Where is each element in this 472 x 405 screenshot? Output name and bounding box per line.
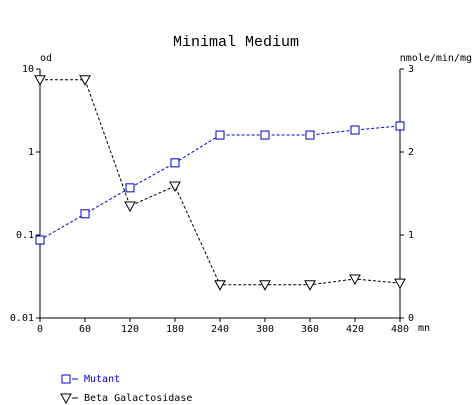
- legend-label: Beta Galactosidase: [84, 393, 192, 404]
- data-point: [394, 278, 406, 290]
- legend-label: Mutant: [84, 374, 120, 385]
- x-tick-label: 180: [166, 324, 184, 335]
- series-line: [40, 79, 401, 286]
- data-point: [395, 121, 405, 131]
- legend-marker: [60, 393, 72, 405]
- y2-tick-label: 2: [408, 147, 414, 158]
- x-tick-label: 360: [301, 324, 319, 335]
- y2-axis-label: nmole/min/mg: [400, 53, 472, 64]
- data-point: [259, 280, 271, 291]
- y-tick-label: 10: [22, 64, 34, 75]
- data-point: [80, 209, 90, 219]
- data-point: [170, 158, 180, 168]
- y-tick-label: 1: [28, 147, 34, 158]
- data-point: [125, 183, 135, 193]
- data-point: [305, 130, 315, 140]
- y2-tick-label: 1: [408, 230, 414, 241]
- data-point: [124, 201, 136, 212]
- data-point: [304, 280, 316, 291]
- data-point: [169, 181, 181, 193]
- chart-title: Minimal Medium: [173, 34, 299, 51]
- legend-marker: [61, 374, 71, 384]
- x-axis-label: mn: [418, 323, 430, 334]
- x-tick-label: 60: [79, 324, 91, 335]
- y-tick-label: 0.01: [10, 313, 34, 324]
- data-point: [214, 280, 226, 291]
- y-tick-label: 0.1: [16, 230, 34, 241]
- x-tick-label: 300: [256, 324, 274, 335]
- data-point: [34, 75, 46, 86]
- x-tick-label: 420: [346, 324, 364, 335]
- y-axis-label: od: [40, 53, 52, 64]
- x-tick-label: 0: [37, 324, 43, 335]
- x-tick-label: 120: [121, 324, 139, 335]
- data-point: [215, 130, 225, 140]
- x-tick-label: 480: [391, 324, 409, 335]
- y2-tick-label: 0: [408, 313, 414, 324]
- series-line: [39, 125, 401, 241]
- data-point: [260, 130, 270, 140]
- data-point: [349, 274, 361, 286]
- data-point: [350, 125, 360, 135]
- x-tick-label: 240: [211, 324, 229, 335]
- y2-tick-label: 3: [408, 64, 414, 75]
- data-point: [35, 235, 45, 245]
- data-point: [79, 75, 91, 86]
